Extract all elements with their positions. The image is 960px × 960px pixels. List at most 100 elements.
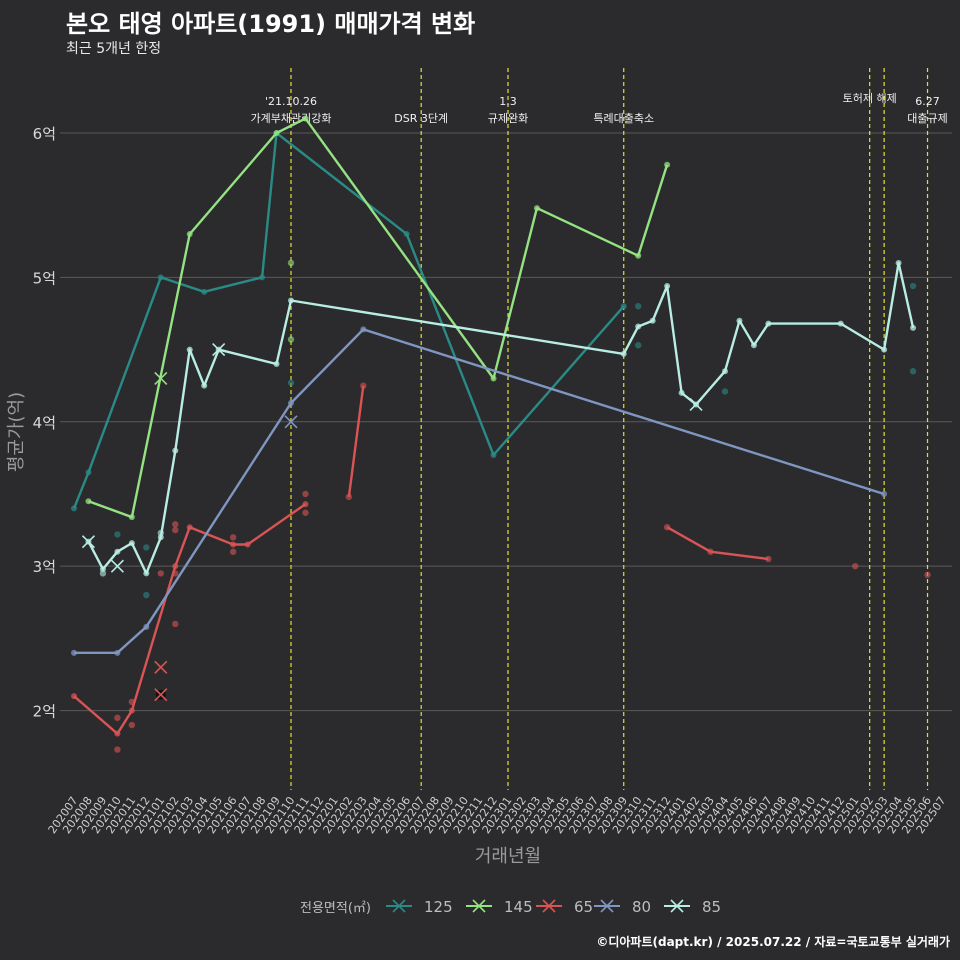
series-125 [71,129,917,599]
data-point [273,129,280,136]
data-point [360,382,367,389]
data-point [186,524,193,531]
data-point [201,382,208,389]
data-point [288,400,294,407]
data-point [128,721,136,729]
data-point [909,368,917,375]
policy-annotation: 토허제 해제 [843,91,897,105]
series-line [666,526,769,561]
data-point [128,698,136,706]
cancelled-mark [110,559,124,573]
data-point [287,259,295,267]
data-point [302,115,309,122]
data-point [143,623,150,630]
data-point [678,389,685,396]
grid-layer [60,132,952,712]
data-point [157,570,164,577]
cancelled-mark [472,899,486,913]
data-point [722,368,728,375]
data-point [229,534,237,541]
policy-annotation: '21.10.26 [265,95,317,108]
data-point [143,544,150,551]
legend: 전용면적(㎡) 125 145 65 80 85 [300,898,721,916]
data-point [157,534,164,541]
data-point [99,566,106,573]
cancelled-mark [689,397,703,412]
policy-annotation: 가계부채관리강화 [251,112,332,125]
series-line [74,328,885,654]
data-point [909,282,917,290]
data-point [750,342,757,349]
data-point [852,562,859,570]
data-point [259,274,266,281]
data-point [114,548,121,555]
data-point [172,563,179,570]
cancelled-mark [212,343,226,357]
data-point [128,540,135,547]
legend-label: 80 [632,898,651,916]
data-point [287,379,295,386]
data-point [910,324,917,331]
data-point [114,714,121,721]
cancelled-mark [154,660,168,674]
data-point [837,320,844,327]
data-point [302,490,309,498]
data-point [924,571,931,579]
data-point [229,548,237,555]
data-point [765,555,772,563]
series-145 [85,115,671,521]
data-point [172,570,179,577]
data-point [664,161,671,168]
data-point [71,505,77,512]
data-point [85,498,92,505]
data-point [345,493,353,501]
data-point [288,297,294,304]
policy-annotation: 특례대출축소 [593,112,654,125]
source-credit: ©디아파트(dapt.kr) / 2025.07.22 / 자료=국토교통부 실… [596,935,950,949]
data-point [490,451,497,458]
data-point [360,326,367,333]
data-point [663,523,671,531]
data-point [620,350,627,357]
legend-label: 65 [574,898,593,916]
data-point [302,501,309,508]
chart-title: 본오 태영 아파트(1991) 매매가격 변화 [66,10,476,38]
policy-annotation: 규제완화 [488,112,528,125]
legend-label: 85 [702,898,721,916]
cancelled-mark [392,899,406,913]
series-line [72,131,625,509]
data-point [244,541,251,548]
y-tick-label: 4억 [33,414,56,432]
policy-annotation: 대출규제 [907,112,947,125]
data-point [490,375,497,382]
data-point [71,649,77,656]
series-line [347,385,365,498]
data-point [128,707,135,714]
policy-lines: '21.10.26 가계부채관리강화 DSR 3단계 1.3 규제완화 특례대출축소 토허제… [251,68,948,790]
data-point [721,388,729,395]
data-point [881,490,888,497]
data-point [230,541,237,548]
data-point [707,548,714,555]
data-point [143,570,150,577]
data-point [172,526,179,534]
data-point [635,323,642,330]
cancelled-mark [542,899,556,913]
data-point [128,514,135,521]
data-point [157,274,164,281]
data-point [273,361,280,368]
cancelled-mark [600,899,614,913]
y-tick-label: 6억 [33,125,56,143]
data-point [172,521,179,528]
data-point [635,252,642,259]
data-point [895,259,902,266]
data-point [620,303,627,310]
data-point [114,531,121,538]
chart-subtitle: 최근 5개년 한정 [66,41,162,57]
cancelled-mark [154,371,168,386]
x-axis-title: 거래년월 [475,846,541,867]
cancelled-mark [154,688,168,702]
data-point [71,693,77,700]
y-tick-label: 3억 [33,558,56,576]
legend-label: 145 [504,898,533,916]
